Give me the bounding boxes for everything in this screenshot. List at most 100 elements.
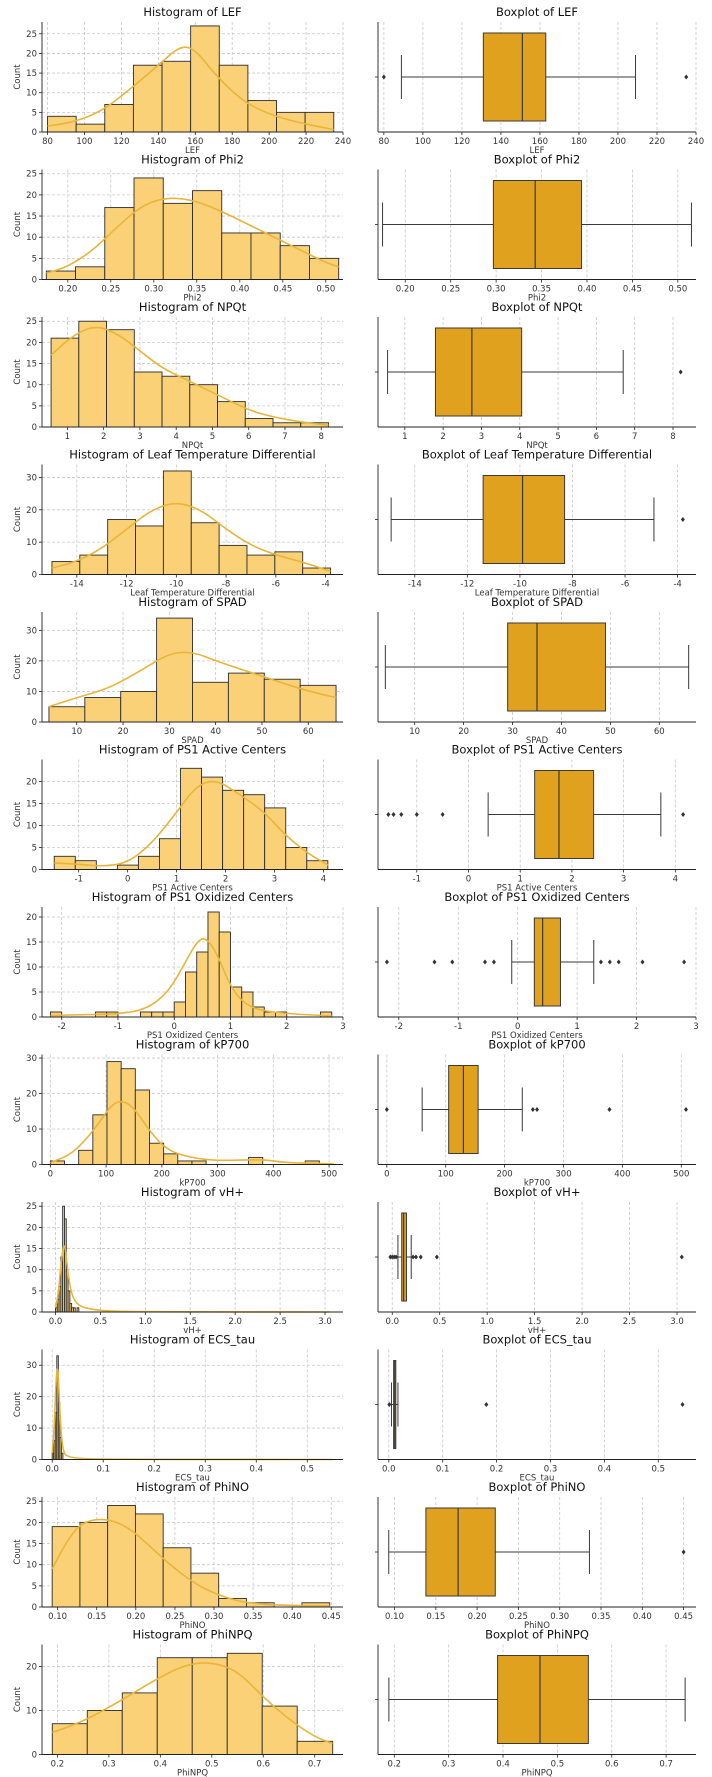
x-axis-title: Leaf Temperature Differential — [130, 589, 254, 599]
histogram-bar — [151, 1011, 164, 1018]
iqr-box — [497, 1655, 589, 1744]
x-tick-label: 0.4 — [598, 1465, 612, 1475]
x-axis-title: ECS_tau — [520, 1474, 555, 1484]
histogram-bar — [306, 860, 329, 870]
boxplot-panel: Boxplot of PhiNPQ 0.2 0.3 0.4 0.5 0.6 0.7 PhiNP… — [375, 1628, 696, 1777]
boxplot-panel: Boxplot of SPAD 10 20 30 40 50 60 SPAD — [375, 595, 696, 746]
histogram-bar — [190, 522, 220, 575]
y-axis-title: Count — [13, 211, 23, 237]
x-axis-title: kP700 — [179, 1179, 205, 1189]
y-tick-label: 25 — [26, 30, 37, 40]
histogram-bar — [134, 1513, 164, 1608]
x-tick-label: 4 — [321, 875, 326, 885]
x-tick-label: 6 — [594, 432, 599, 442]
histogram-bar — [162, 1011, 175, 1018]
histogram-bar — [76, 1307, 80, 1313]
outlier-point — [680, 517, 685, 522]
panel-title: Histogram of PS1 Active Centers — [99, 743, 286, 757]
y-tick-label: 25 — [26, 1202, 37, 1212]
x-tick-label: 0.45 — [273, 285, 292, 295]
x-tick-label: 0.2 — [388, 1760, 402, 1770]
boxplot-panel: Boxplot of LEF 80 100 120 140 160 180 200 220 240… — [375, 5, 704, 156]
boxplot-panel: Boxplot of Leaf Temperature Differential… — [375, 448, 696, 599]
y-axis-title: Count — [13, 1686, 23, 1712]
x-tick-label: 0.30 — [205, 1612, 224, 1622]
histogram-bar — [246, 554, 276, 575]
histogram-bar — [189, 384, 218, 428]
histogram-bar — [162, 202, 193, 280]
y-tick-label: 15 — [26, 1540, 37, 1550]
x-tick-label: 0.30 — [550, 1612, 569, 1622]
histogram-bar — [244, 418, 274, 428]
x-tick-label: 0.0 — [382, 1465, 396, 1475]
x-tick-label: 40 — [556, 727, 567, 737]
x-tick-label: 140 — [493, 137, 509, 147]
panel-title: Histogram of PhiNO — [136, 1480, 249, 1494]
x-tick-label: 140 — [150, 137, 166, 147]
x-tick-label: 3 — [272, 875, 277, 885]
x-tick-label: 160 — [532, 137, 548, 147]
x-tick-label: 6 — [246, 432, 251, 442]
x-tick-label: 0.50 — [668, 285, 687, 295]
x-tick-label: 0.15 — [87, 1612, 106, 1622]
x-tick-label: 2.0 — [228, 1317, 242, 1327]
outlier-point — [411, 1254, 416, 1260]
x-tick-label: 400 — [614, 1170, 630, 1180]
x-tick-label: 5 — [210, 432, 215, 442]
histogram-bar — [263, 678, 301, 723]
x-tick-label: 0.4 — [154, 1760, 168, 1770]
kde-curve — [46, 197, 339, 274]
x-tick-label: 0.6 — [256, 1760, 270, 1770]
x-axis-title: PS1 Active Centers — [497, 884, 578, 894]
kde-curve — [50, 326, 329, 427]
x-tick-label: 2.0 — [575, 1317, 589, 1327]
y-tick-label: 15 — [26, 938, 37, 948]
histogram-bar — [207, 911, 220, 1018]
y-tick-label: 10 — [26, 538, 37, 548]
x-tick-label: 0.30 — [144, 285, 163, 295]
x-tick-label: 2 — [284, 1022, 289, 1032]
y-tick-label: 15 — [26, 212, 37, 222]
y-tick-label: 20 — [26, 1223, 37, 1233]
x-tick-label: 0.5 — [551, 1760, 565, 1770]
panel-title: Boxplot of PhiNO — [489, 1480, 586, 1494]
y-tick-label: 30 — [26, 1361, 37, 1371]
panel-title: Histogram of PhiNPQ — [132, 1628, 252, 1642]
boxplot-panel: Boxplot of ECS_tau 0.0 0.1 0.2 0.3 0.4 0.5 ECS_… — [375, 1333, 696, 1484]
x-tick-label: 0 — [515, 1022, 520, 1032]
x-tick-label: 3.0 — [670, 1317, 684, 1327]
histogram-bar — [48, 706, 86, 723]
boxplot-panel: Boxplot of PS1 Oxidized Centers -2 -1 0 1 2 3 P… — [375, 890, 699, 1041]
histogram-bar — [248, 1156, 264, 1165]
outlier-point — [394, 1254, 399, 1260]
iqr-box — [425, 1507, 496, 1597]
outlier-point — [386, 812, 391, 817]
y-tick-label: 20 — [26, 1663, 37, 1673]
x-tick-label: 0.35 — [592, 1612, 611, 1622]
x-tick-label: 1.0 — [480, 1317, 494, 1327]
y-tick-label: 10 — [26, 687, 37, 697]
outlier-point — [684, 74, 689, 80]
x-tick-label: 220 — [298, 137, 314, 147]
histogram-bar — [50, 337, 80, 428]
x-tick-label: 220 — [649, 137, 665, 147]
x-tick-label: 200 — [610, 137, 626, 147]
x-tick-label: 0.35 — [187, 285, 206, 295]
x-tick-label: 0.40 — [633, 1612, 652, 1622]
boxplot-panel: Boxplot of NPQt 1 2 3 4 5 6 7 8 NPQt — [375, 300, 696, 451]
x-tick-label: 0.1 — [436, 1465, 450, 1475]
histogram-bar — [149, 1142, 165, 1165]
outlier-point — [399, 812, 404, 817]
x-axis-title: LEF — [185, 146, 200, 156]
x-tick-label: 100 — [415, 137, 431, 147]
histogram-panel: Histogram of PS1 Active Centers05101520C… — [13, 743, 343, 894]
panel-title: Boxplot of LEF — [496, 5, 578, 19]
x-tick-label: 5 — [555, 432, 560, 442]
x-tick-label: 0.3 — [442, 1760, 456, 1770]
x-tick-label: 0.3 — [102, 1760, 116, 1770]
x-tick-label: -12 — [120, 580, 134, 590]
x-tick-label: 40 — [210, 727, 221, 737]
histogram-bar — [133, 177, 164, 280]
x-tick-label: 0.4 — [250, 1465, 264, 1475]
histogram-bar — [120, 690, 158, 723]
